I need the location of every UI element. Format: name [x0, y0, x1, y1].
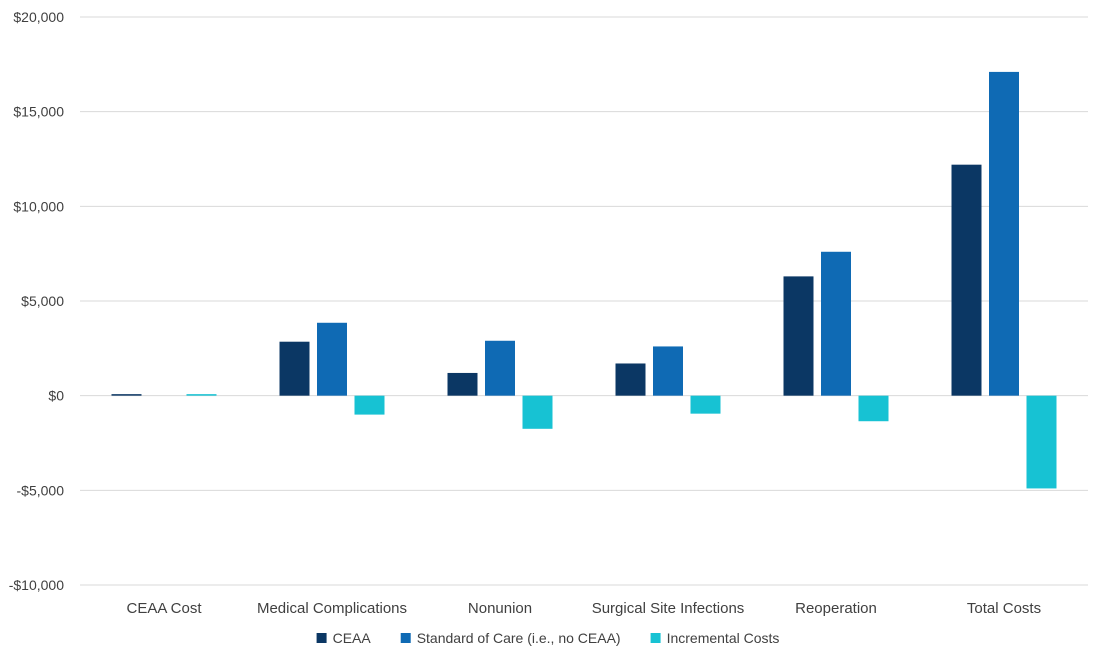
y-tick-label: $15,000	[13, 104, 64, 120]
bar-ceaa	[783, 276, 814, 396]
bar-incremental-costs	[1026, 395, 1057, 489]
bar-incremental-costs	[690, 395, 721, 414]
x-category-label: Total Costs	[967, 600, 1041, 617]
bar-incremental-costs	[858, 395, 889, 422]
bars	[111, 71, 1057, 489]
bar-ceaa	[447, 372, 478, 396]
legend-label: Standard of Care (i.e., no CEAA)	[417, 630, 621, 646]
bar-standard-of-care-i-e-no-ceaa	[821, 251, 851, 396]
x-category-label: Reoperation	[795, 600, 877, 617]
bar-ceaa	[615, 363, 646, 396]
x-category-label: Surgical Site Infections	[592, 600, 745, 617]
y-tick-label: $5,000	[21, 293, 64, 309]
gridlines	[80, 16, 1088, 586]
legend-swatch	[400, 633, 411, 643]
legend-swatch	[650, 633, 661, 643]
bar-ceaa	[951, 164, 982, 396]
legend: CEAA Standard of Care (i.e., no CEAA) Incr…	[316, 630, 780, 646]
y-axis-tick-labels: -$10,000 -$5,000 $0 $5,000 $10,000 $15,000 $20…	[9, 9, 64, 593]
bar-incremental-costs	[354, 395, 385, 415]
bar-standard-of-care-i-e-no-ceaa	[317, 322, 347, 396]
y-tick-label: $10,000	[13, 198, 64, 214]
y-tick-label: -$5,000	[17, 482, 65, 498]
bar-standard-of-care-i-e-no-ceaa	[989, 71, 1019, 396]
legend-label: Incremental Costs	[667, 630, 780, 646]
bar-standard-of-care-i-e-no-ceaa	[485, 340, 515, 396]
y-tick-label: $0	[48, 388, 64, 404]
y-tick-label: -$10,000	[9, 577, 64, 593]
bar-ceaa	[279, 341, 310, 396]
x-category-label: Nonunion	[468, 600, 532, 617]
bar-incremental-costs	[522, 395, 553, 429]
y-tick-label: $20,000	[13, 9, 64, 25]
x-category-label: Medical Complications	[257, 600, 407, 617]
bar-standard-of-care-i-e-no-ceaa	[653, 346, 683, 396]
x-category-label: CEAA Cost	[126, 600, 202, 617]
bar-ceaa	[111, 394, 142, 396]
legend-label: CEAA	[333, 630, 372, 646]
bar-incremental-costs	[186, 394, 217, 396]
legend-swatch	[316, 633, 327, 643]
x-axis-category-labels: CEAA Cost Medical Complications Nonunion Su…	[126, 600, 1041, 617]
